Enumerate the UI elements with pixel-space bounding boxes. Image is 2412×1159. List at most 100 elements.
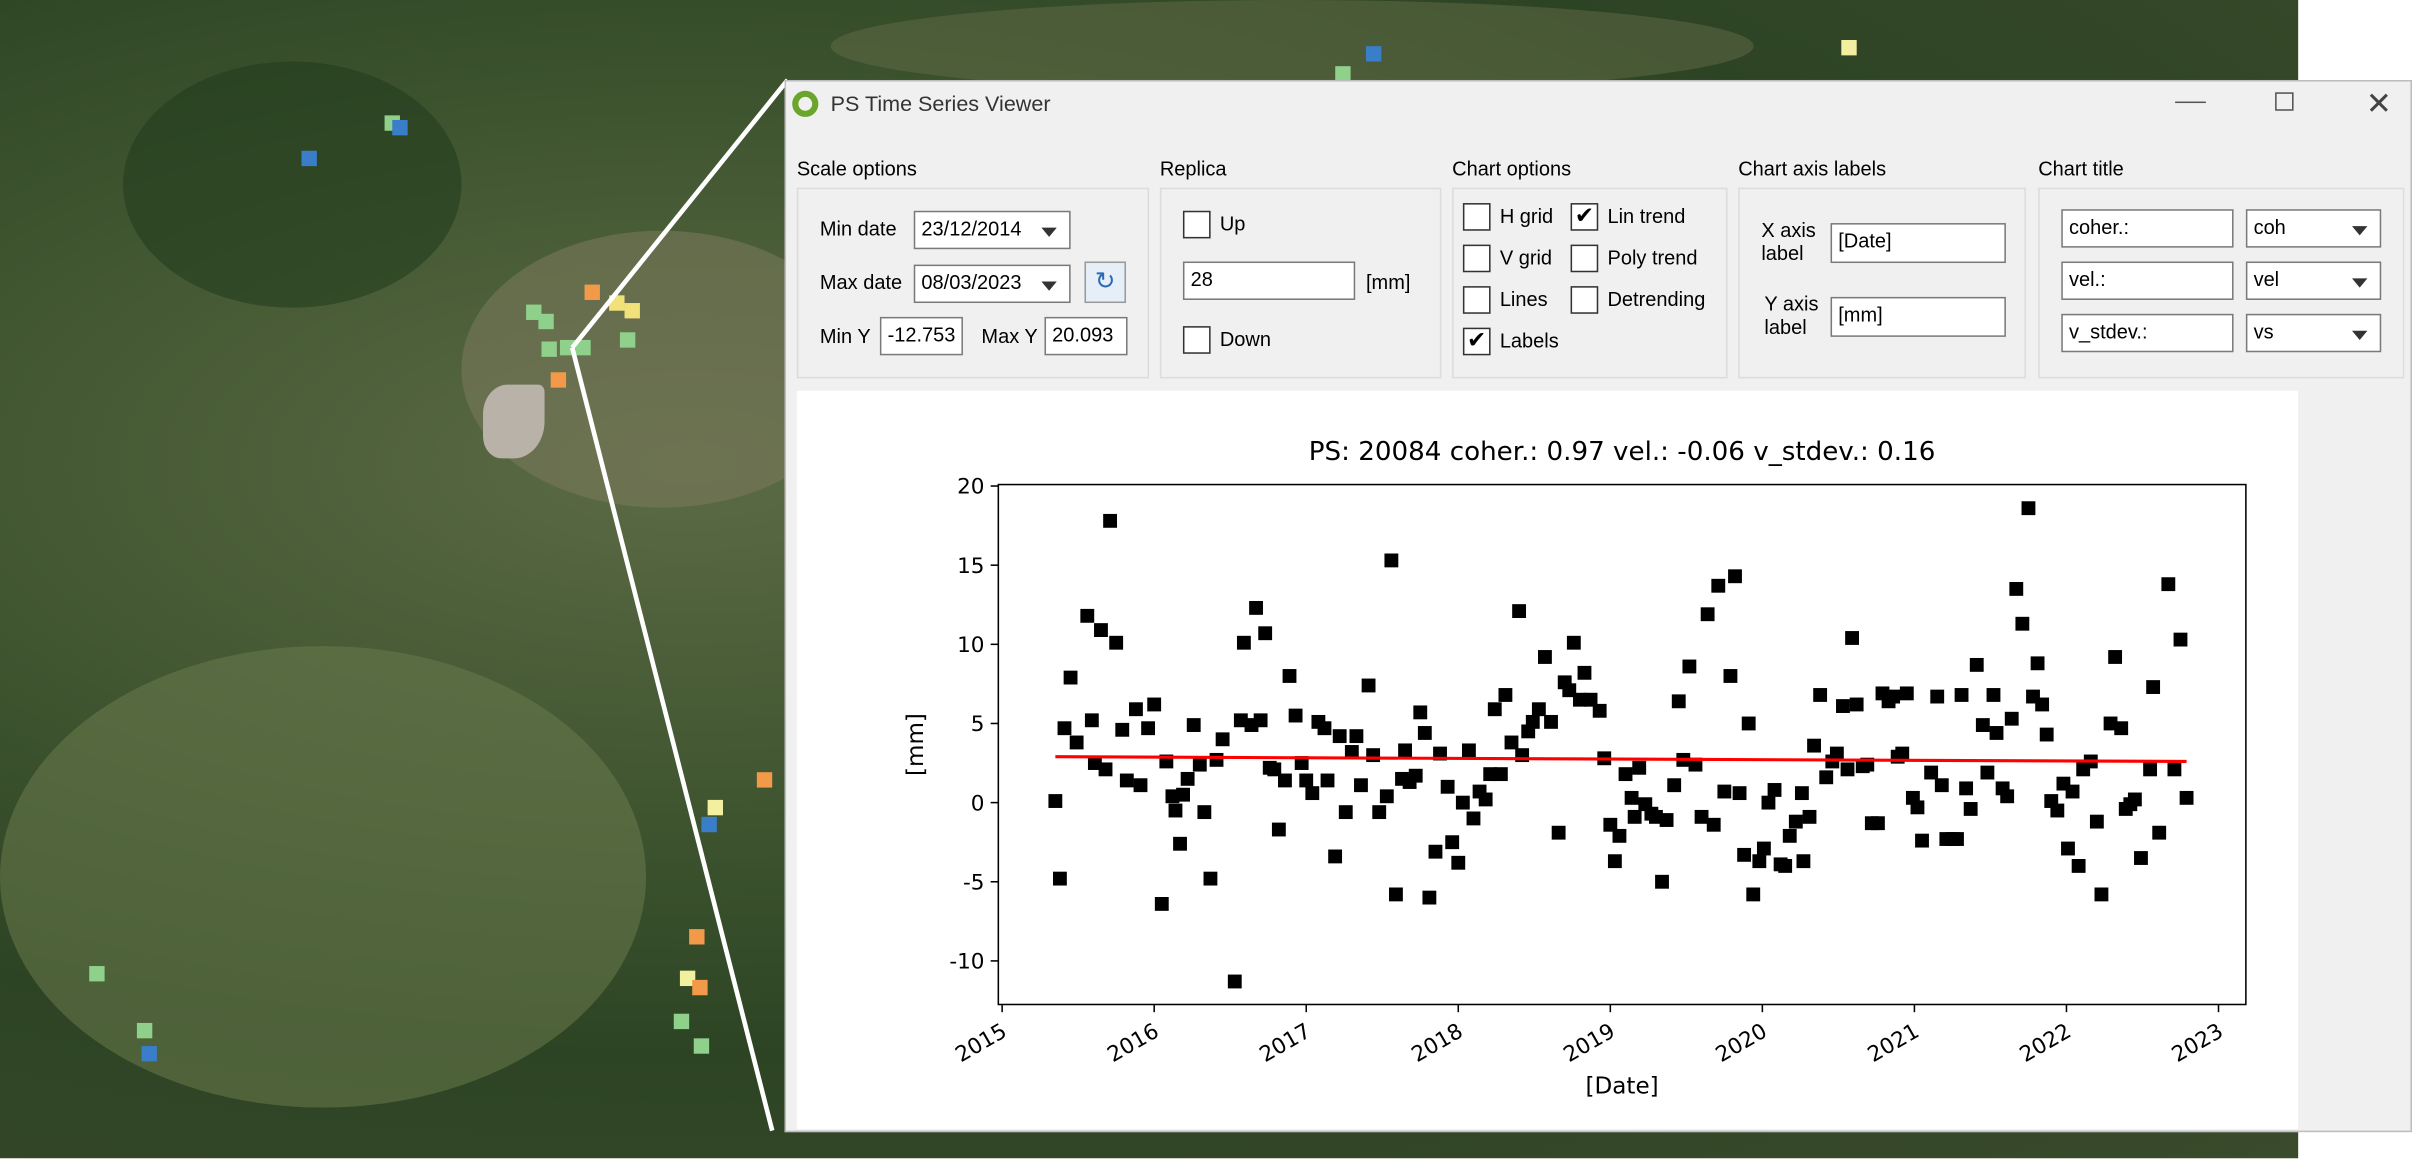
data-point [1841,762,1855,776]
data-point [1526,715,1540,729]
data-point [1413,705,1427,719]
data-point [1552,826,1566,840]
data-point [1283,669,1297,683]
label: Min Y [820,325,871,350]
data-point [2040,728,2054,742]
label: Labels [1500,329,1559,354]
data-point [1752,854,1766,868]
data-point [1655,875,1669,889]
data-point [1672,694,1686,708]
data-point [1409,769,1423,783]
data-point [1070,736,1084,750]
data-point [1813,688,1827,702]
checkbox[interactable]: ✔ [1463,328,1491,356]
data-point [1155,897,1169,911]
data-point [2009,582,2023,596]
data-point [1593,704,1607,718]
data-point [1115,723,1129,737]
data-point [1237,636,1251,650]
refresh-button[interactable]: ↻ [1084,262,1126,304]
checkbox[interactable] [1463,286,1491,314]
data-point [2143,762,2157,776]
data-point [1711,579,1725,593]
data-point [2114,721,2128,735]
data-point [1141,721,1155,735]
maximize-button[interactable] [2275,92,2293,110]
data-point [1216,732,1230,746]
dropdown[interactable]: vs [2246,314,2381,352]
data-point [1819,770,1833,784]
minimize-button[interactable] [2175,102,2206,105]
data-point [2108,650,2122,664]
checkbox[interactable]: ✔ [1571,203,1599,231]
checkbox[interactable] [1183,326,1211,354]
dropdown[interactable]: vel [2246,262,2381,300]
data-point [1109,636,1123,650]
data-point [1900,686,1914,700]
data-point [1667,778,1681,792]
data-point [1924,766,1938,780]
text-input[interactable]: vel.: [2061,262,2233,300]
text-input[interactable]: -12.753 [880,317,963,355]
data-point [1372,805,1386,819]
data-point [1103,514,1117,528]
data-point [1053,872,1067,886]
data-point [1193,758,1207,772]
data-point [1147,698,1161,712]
y-tick-label: -5 [963,870,984,895]
screen: PS: 20084 coher.: 0.97 vel.: -0.06 v_std… [0,0,2412,1158]
label: V grid [1500,246,1552,271]
close-button[interactable]: ✕ [2366,85,2392,123]
data-point [1134,778,1148,792]
data-point [2022,501,2036,515]
checkbox[interactable] [1463,245,1491,273]
y-tick-label: 10 [957,633,984,658]
label: Chart options [1452,157,1571,182]
checkbox[interactable] [1183,211,1211,239]
data-point [1632,761,1646,775]
dropdown[interactable]: 23/12/2014 [914,211,1071,249]
dropdown[interactable]: 08/03/2023 [914,265,1071,303]
data-point [2095,888,2109,902]
y-tick-label: -10 [949,950,984,975]
data-point [1850,698,1864,712]
data-point [1695,810,1709,824]
text-input[interactable]: [mm] [1831,297,2006,337]
checkbox[interactable] [1571,245,1599,273]
data-point [2005,712,2019,726]
data-point [1660,813,1674,827]
label: Up [1220,212,1246,237]
data-point [1613,829,1627,843]
checkbox[interactable] [1463,203,1491,231]
data-point [2061,842,2075,856]
checkbox[interactable] [1571,286,1599,314]
data-point [2161,577,2175,591]
text-input[interactable]: coher.: [2061,209,2233,247]
data-point [1384,554,1398,568]
data-point [1064,671,1078,685]
label: Replica [1160,157,1227,182]
data-point [1836,699,1850,713]
data-point [1498,688,1512,702]
data-point [1830,747,1844,761]
data-point [1094,623,1108,637]
data-point [1964,802,1978,816]
data-point [1204,872,1218,886]
data-point [1778,859,1792,873]
data-point [1871,816,1885,830]
data-point [1538,650,1552,664]
text-input[interactable]: 20.093 [1044,317,1127,355]
text-input[interactable]: 28 [1183,262,1355,300]
data-point [1619,767,1633,781]
dropdown[interactable]: coh [2246,209,2381,247]
data-point [1567,636,1581,650]
x-axis-label: [Date] [1586,1074,1659,1100]
data-point [1339,805,1353,819]
data-point [1955,688,1969,702]
text-input[interactable]: [Date] [1831,223,2006,263]
text-input[interactable]: v_stdev.: [2061,314,2233,352]
data-point [2035,698,2049,712]
data-point [1707,818,1721,832]
data-point [1795,786,1809,800]
data-point [1628,810,1642,824]
